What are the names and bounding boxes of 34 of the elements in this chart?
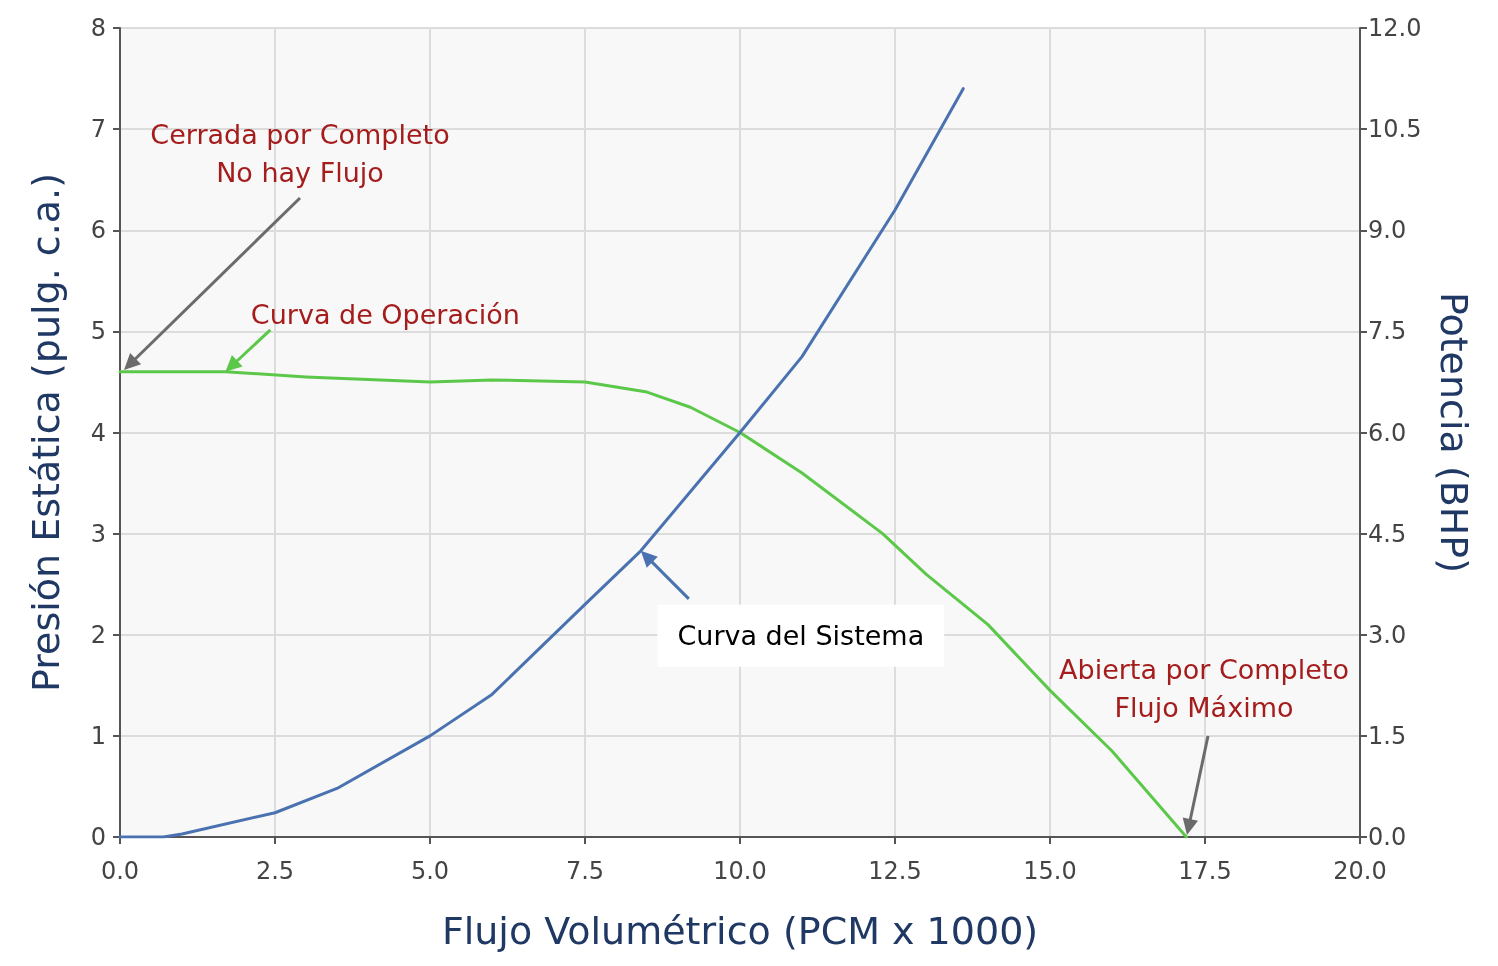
y-tick-label: 1: [90, 721, 106, 750]
x-tick-label: 10.0: [713, 857, 767, 885]
y-axis-title: Presión Estática (pulg. c.a.): [24, 173, 68, 692]
x-tick-label: 0.0: [100, 857, 140, 885]
y2-tick-label: 0.0: [1368, 823, 1407, 851]
y2-tick-label: 12.0: [1368, 14, 1422, 42]
y-tick-label: 4: [90, 418, 106, 447]
y2-axis-title: Potencia (BHP): [1432, 291, 1476, 574]
y-tick-label: 2: [90, 620, 106, 649]
x-tick-label: 20.0: [1333, 857, 1387, 885]
y2-tick-label: 10.5: [1368, 115, 1422, 144]
y2-tick-label: 9.0: [1368, 216, 1407, 245]
annotation: Cerrada por Completo No hay Flujo: [150, 118, 450, 188]
y-tick-label: 8: [90, 14, 106, 42]
annotation: Abierta por Completo Flujo Máximo: [1059, 653, 1349, 723]
x-tick-label: 5.0: [410, 857, 450, 885]
y-tick-label: 7: [90, 115, 106, 144]
x-tick-label: 12.5: [868, 857, 922, 885]
y2-tick-label: 3.0: [1368, 620, 1407, 649]
annotation: Curva del Sistema: [677, 620, 925, 652]
x-axis-title: Flujo Volumétrico (PCM x 1000): [441, 909, 1039, 953]
y2-tick-label: 4.5: [1368, 519, 1407, 548]
y2-tick-label: 7.5: [1368, 317, 1407, 346]
annotation: Curva de Operación: [250, 299, 520, 331]
x-tick-label: 15.0: [1023, 857, 1077, 885]
x-tick-label: 7.5: [565, 857, 605, 885]
x-tick-label: 17.5: [1178, 857, 1232, 885]
y-tick-label: 6: [90, 216, 106, 245]
y-tick-label: 5: [90, 317, 106, 346]
y-tick-label: 0: [90, 823, 106, 851]
y-tick-label: 3: [90, 519, 106, 548]
y2-tick-label: 1.5: [1368, 721, 1407, 750]
y2-tick-label: 6.0: [1368, 418, 1407, 447]
x-tick-label: 2.5: [255, 857, 295, 885]
